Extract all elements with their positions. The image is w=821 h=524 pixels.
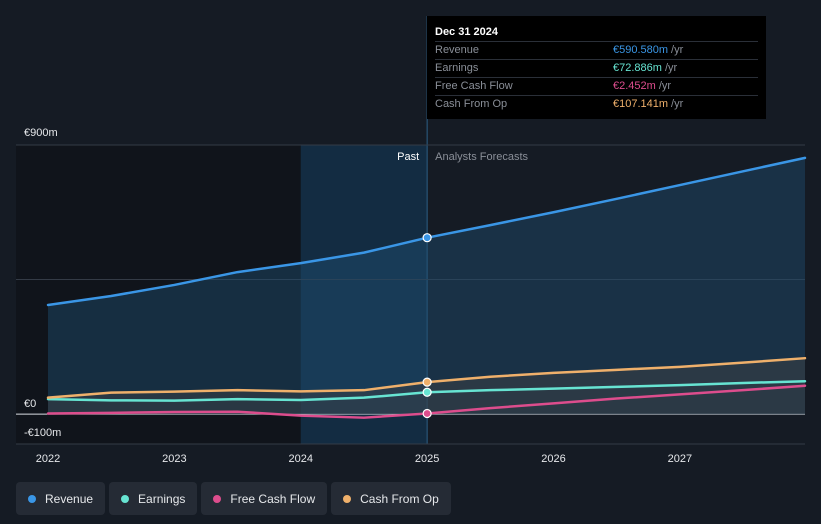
- tooltip-label: Revenue: [435, 44, 480, 56]
- x-tick-label: 2026: [541, 453, 565, 465]
- x-tick-label: 2023: [162, 453, 186, 465]
- x-tick-label: 2025: [415, 453, 439, 465]
- cash-from-op-point: [422, 377, 432, 387]
- x-tick-label: 2027: [668, 453, 692, 465]
- tooltip-unit: /yr: [664, 62, 678, 74]
- earnings-point: [422, 387, 432, 397]
- tooltip-label: Earnings: [435, 62, 479, 74]
- x-tick-label: 2022: [36, 453, 60, 465]
- forecast-label: Analysts Forecasts: [435, 151, 528, 163]
- tooltip-date: Dec 31 2024: [435, 26, 498, 38]
- legend-label: Earnings: [138, 491, 186, 506]
- legend-item-free-cash-flow[interactable]: Free Cash Flow: [201, 482, 328, 515]
- legend-dot-icon: [28, 494, 36, 503]
- tooltip-value: €590.580m: [613, 44, 669, 56]
- tooltip: Dec 31 2024 Revenue €590.580m /yr Earnin…: [427, 16, 766, 119]
- tooltip-row-cash-from-op: Cash From Op €107.141m /yr: [435, 95, 758, 113]
- revenue-area: [48, 157, 805, 415]
- legend-label: Revenue: [45, 491, 94, 506]
- tooltip-unit: /yr: [671, 44, 684, 56]
- legend: Revenue Earnings Free Cash Flow Cash Fro…: [16, 482, 451, 515]
- tooltip-label: Cash From Op: [435, 98, 508, 110]
- tooltip-label: Free Cash Flow: [435, 80, 513, 92]
- past-label: Past: [397, 151, 419, 163]
- tooltip-row-revenue: Revenue €590.580m /yr: [435, 41, 758, 59]
- tooltip-value: €72.886m: [613, 62, 662, 74]
- tooltip-row-free-cash-flow: Free Cash Flow €2.452m /yr: [435, 77, 758, 95]
- legend-item-cash-from-op[interactable]: Cash From Op: [331, 482, 451, 515]
- tooltip-value: €107.141m: [613, 98, 669, 110]
- tooltip-unit: /yr: [658, 80, 672, 92]
- y-tick-label: €900m: [24, 127, 58, 139]
- tooltip-value: €2.452m: [613, 80, 656, 92]
- legend-item-earnings[interactable]: Earnings: [109, 482, 198, 515]
- y-tick-label: -€100m: [24, 427, 61, 439]
- legend-dot-icon: [343, 494, 352, 503]
- x-tick-label: 2024: [289, 453, 313, 465]
- legend-item-revenue[interactable]: Revenue: [16, 482, 106, 515]
- legend-label: Cash From Op: [360, 491, 439, 506]
- revenue-point: [422, 233, 432, 243]
- free-cash-flow-point: [422, 408, 432, 419]
- tooltip-unit: /yr: [671, 98, 684, 110]
- y-tick-label: €0: [24, 398, 36, 410]
- legend-dot-icon: [213, 494, 222, 503]
- tooltip-row-earnings: Earnings €72.886m /yr: [435, 59, 758, 77]
- legend-dot-icon: [121, 494, 130, 503]
- legend-label: Free Cash Flow: [230, 491, 316, 506]
